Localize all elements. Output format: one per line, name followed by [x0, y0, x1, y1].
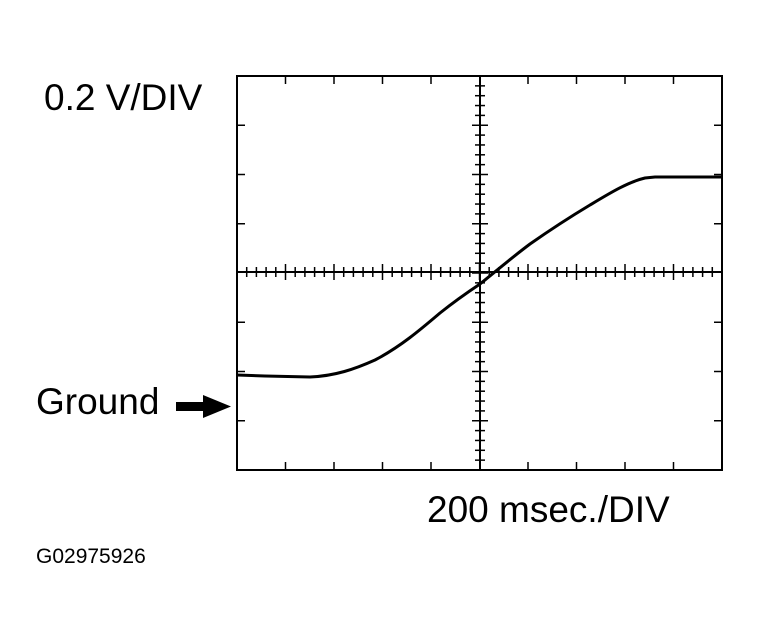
arrow-shaft — [176, 402, 206, 411]
arrow-head — [203, 395, 231, 418]
waveform-trace — [236, 175, 722, 379]
division-ticks — [237, 76, 722, 470]
figure-id: G02975926 — [36, 545, 146, 568]
vertical-scale-label: 0.2 V/DIV — [44, 77, 203, 118]
horizontal-scale-label: 200 msec./DIV — [427, 489, 670, 530]
ground-arrow — [176, 395, 231, 418]
ground-label: Ground — [36, 381, 159, 422]
